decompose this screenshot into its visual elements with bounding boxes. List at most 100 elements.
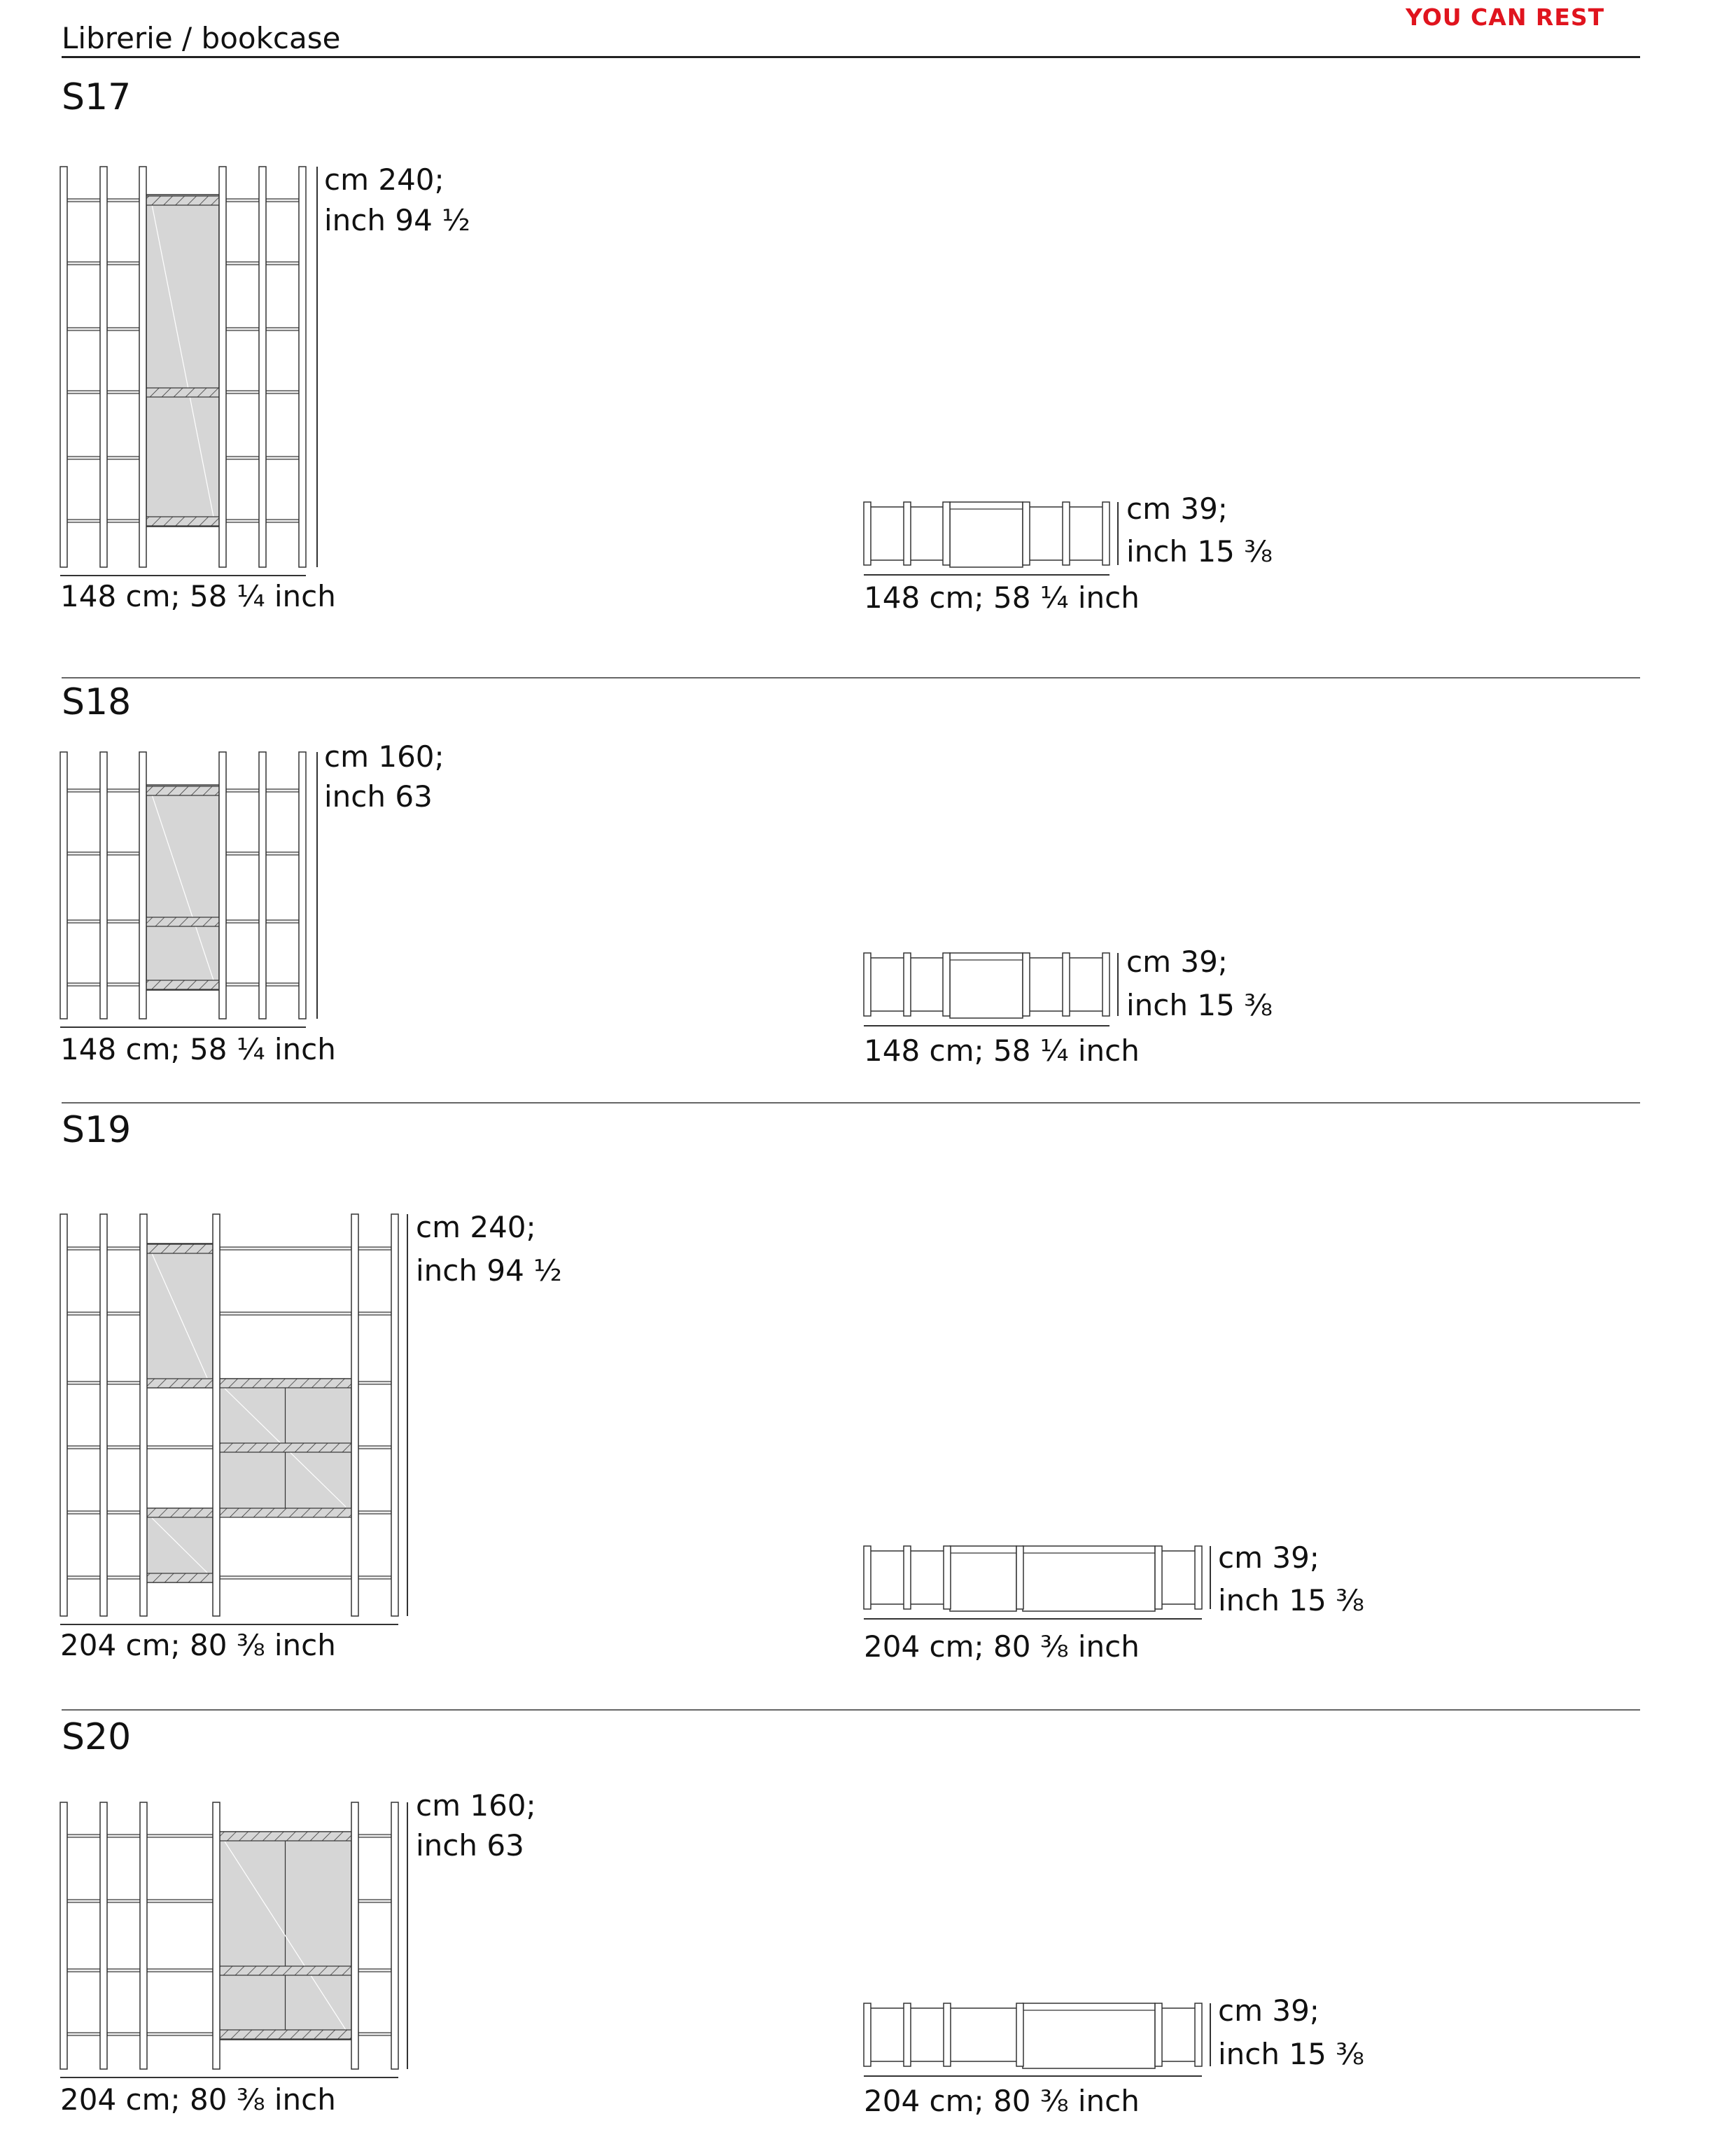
top-depth-cm: cm 39;	[1126, 945, 1228, 979]
upright-post	[139, 751, 147, 1019]
upright-post	[1102, 952, 1110, 1017]
upright-post	[1016, 2003, 1024, 2067]
shelf	[106, 2032, 141, 2036]
shelf	[66, 456, 101, 460]
shelf	[66, 519, 101, 523]
glass-reflection	[151, 794, 214, 981]
upright-post	[1022, 952, 1030, 1017]
shelf	[106, 851, 140, 856]
hatched-shelf	[146, 195, 220, 206]
upright-post	[1194, 1545, 1203, 1610]
upright-post	[903, 1545, 911, 1610]
shelf	[106, 788, 140, 793]
shelf	[219, 1311, 352, 1316]
shelf	[225, 982, 260, 987]
shelf	[106, 1381, 141, 1385]
top-depth-cm: cm 39;	[1218, 1993, 1320, 2028]
hatched-shelf	[146, 1244, 214, 1254]
front-height-cm: cm 160;	[324, 739, 444, 774]
cabinet-outline	[949, 952, 1023, 1019]
upright-post	[863, 1545, 872, 1610]
hatched-shelf	[146, 980, 220, 990]
cabinet-outline	[949, 1545, 1017, 1612]
top-depth-inch: inch 15 ⅜	[1126, 534, 1273, 569]
front-width-label: 148 cm; 58 ¼ inch	[60, 579, 336, 613]
top-depth-inch: inch 15 ⅜	[1126, 988, 1273, 1022]
shelf	[225, 261, 260, 265]
upright-post	[351, 1213, 359, 1617]
shelf	[225, 519, 260, 523]
upright-post	[218, 751, 227, 1019]
shelf	[66, 327, 101, 331]
shelf	[106, 1575, 141, 1580]
shelf	[106, 327, 140, 331]
shelf	[358, 1834, 392, 1838]
upright-post	[863, 501, 872, 566]
top-depth-inch: inch 15 ⅜	[1218, 1583, 1364, 1617]
shelf	[358, 1899, 392, 1903]
upright-post	[942, 952, 951, 1017]
upright-post	[258, 166, 267, 568]
upright-post	[258, 751, 267, 1019]
front-width-label: 204 cm; 80 ⅜ inch	[60, 1628, 336, 1662]
front-height-inch: inch 94 ½	[416, 1253, 562, 1288]
hatched-shelf	[146, 917, 220, 927]
shelf	[265, 919, 300, 924]
page-title: Librerie / bookcase	[62, 21, 341, 55]
header-divider	[62, 56, 1640, 58]
front-height-cm: cm 240;	[324, 162, 444, 197]
shelf	[66, 390, 101, 394]
upright-post	[212, 1802, 220, 2070]
shelf	[265, 982, 300, 987]
shelf	[225, 851, 260, 856]
shelf	[146, 1445, 214, 1449]
shelf	[106, 1311, 141, 1316]
shelf	[265, 788, 300, 793]
top-width-label: 148 cm; 58 ¼ inch	[864, 1033, 1140, 1068]
shelf	[225, 456, 260, 460]
shelf	[106, 919, 140, 924]
shelf	[265, 456, 300, 460]
hatched-shelf	[218, 1442, 352, 1453]
upright-post	[391, 1213, 399, 1617]
upright-post	[1102, 501, 1110, 566]
shelf	[358, 1575, 392, 1580]
hatched-shelf	[146, 1508, 214, 1518]
upright-post	[863, 2003, 872, 2067]
front-height-inch: inch 63	[324, 779, 433, 814]
shelf	[106, 390, 140, 394]
front-height-inch: inch 94 ½	[324, 203, 470, 237]
section-title-s17: S17	[62, 76, 132, 118]
shelf	[66, 1834, 101, 1838]
top-width-label: 148 cm; 58 ¼ inch	[864, 580, 1140, 615]
shelf	[358, 1445, 392, 1449]
shelf	[66, 2032, 101, 2036]
shelf	[66, 788, 101, 793]
front-width-label: 148 cm; 58 ¼ inch	[60, 1032, 336, 1066]
shelf	[66, 198, 101, 202]
top-width-label: 204 cm; 80 ⅜ inch	[864, 2084, 1140, 2118]
hatched-shelf	[218, 1831, 352, 1842]
shelf	[146, 1834, 214, 1838]
shelf	[66, 1899, 101, 1903]
glass-reflection	[151, 1517, 208, 1573]
upright-post	[943, 1545, 951, 1610]
upright-post	[298, 166, 307, 568]
section-title-s19: S19	[62, 1109, 132, 1151]
cabinet-outline	[1022, 2003, 1156, 2069]
top-width-label: 204 cm; 80 ⅜ inch	[864, 1629, 1140, 1664]
upright-post	[351, 1802, 359, 2070]
upright-post	[943, 2003, 951, 2067]
upright-post	[218, 166, 227, 568]
shelf	[265, 851, 300, 856]
section-divider	[62, 1102, 1640, 1104]
hatched-shelf	[218, 1508, 352, 1518]
glass-reflection	[151, 1253, 208, 1379]
shelf	[66, 261, 101, 265]
shelf	[225, 390, 260, 394]
shelf	[225, 327, 260, 331]
upright-post	[1062, 501, 1070, 566]
shelf	[66, 1381, 101, 1385]
upright-post	[99, 751, 108, 1019]
shelf	[358, 1311, 392, 1316]
